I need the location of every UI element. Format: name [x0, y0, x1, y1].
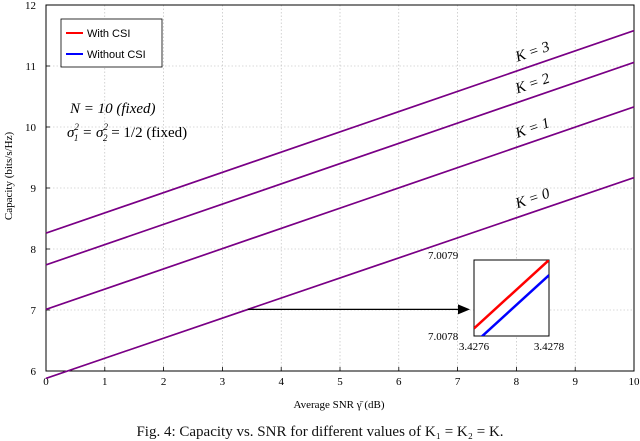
sigma-symbol: σ	[67, 125, 75, 141]
tick-marks	[45, 4, 635, 372]
inset-x-tick-right: 3.4278	[534, 341, 565, 353]
x-tick-label: 2	[161, 376, 167, 388]
series-label: K = 2	[513, 71, 553, 98]
x-tick-label: 7	[455, 376, 461, 388]
series-label: K = 3	[513, 39, 552, 66]
figure-caption: Fig. 4: Capacity vs. SNR for different v…	[136, 424, 504, 440]
inset-x-tick-left: 3.4276	[459, 341, 490, 353]
y-tick-label: 10	[25, 122, 37, 134]
series-lines	[45, 29, 635, 380]
x-tick-label: 3	[220, 376, 226, 388]
zoom-arrow-head	[458, 304, 470, 315]
y-tick-label: 11	[25, 61, 36, 73]
zoom-inset: 7.0079 7.0078 3.4276 3.4278	[428, 250, 565, 353]
series-label: K = 1	[513, 115, 552, 142]
y-tick-label: 6	[31, 366, 37, 378]
x-tick-label: 9	[572, 376, 578, 388]
legend-label-with-csi: With CSI	[87, 28, 130, 40]
legend-box	[60, 18, 163, 68]
inset-y-tick-top: 7.0079	[428, 250, 459, 262]
x-tick-label: 10	[629, 376, 640, 388]
inset-y-tick-bottom: 7.0078	[428, 331, 459, 343]
x-tick-label: 0	[43, 376, 49, 388]
x-tick-label: 6	[396, 376, 402, 388]
x-tick-label: 8	[514, 376, 520, 388]
annotation-sigma-fixed: σ2 1 = σ2 2 = 1/2 (fixed)	[67, 122, 187, 143]
y-axis-label: Capacity (bits/s/Hz)	[3, 132, 15, 221]
sigma-equals: = σ	[78, 125, 104, 141]
y-tick-label: 7	[31, 305, 37, 317]
x-axis-label: Average SNR γ̄ (dB)	[293, 399, 384, 411]
y-tick-label: 9	[31, 183, 37, 195]
inset-line-without-csi	[480, 274, 549, 336]
legend: With CSI Without CSI	[60, 18, 163, 68]
y-tick-label: 12	[25, 0, 36, 12]
y-tick-label: 8	[31, 244, 37, 256]
series-line-without-csi	[45, 61, 635, 266]
series-label: K = 0	[513, 186, 553, 213]
series-line-without-csi	[45, 176, 635, 380]
annotation-n-fixed: N = 10 (fixed)	[69, 101, 156, 117]
series-line-without-csi	[45, 106, 635, 311]
series-line-without-csi	[45, 29, 635, 234]
legend-label-without-csi: Without CSI	[87, 49, 146, 61]
x-tick-label: 4	[278, 376, 284, 388]
svg-text:σ21 = σ22 = 1/2 (fixed): σ2 1 = σ2 2 = 1/2 (fixed)	[67, 122, 187, 143]
sigma-value: = 1/2 (fixed)	[107, 125, 187, 141]
inset-line-with-csi	[474, 260, 549, 330]
x-tick-label: 5	[337, 376, 343, 388]
x-tick-label: 1	[102, 376, 108, 388]
